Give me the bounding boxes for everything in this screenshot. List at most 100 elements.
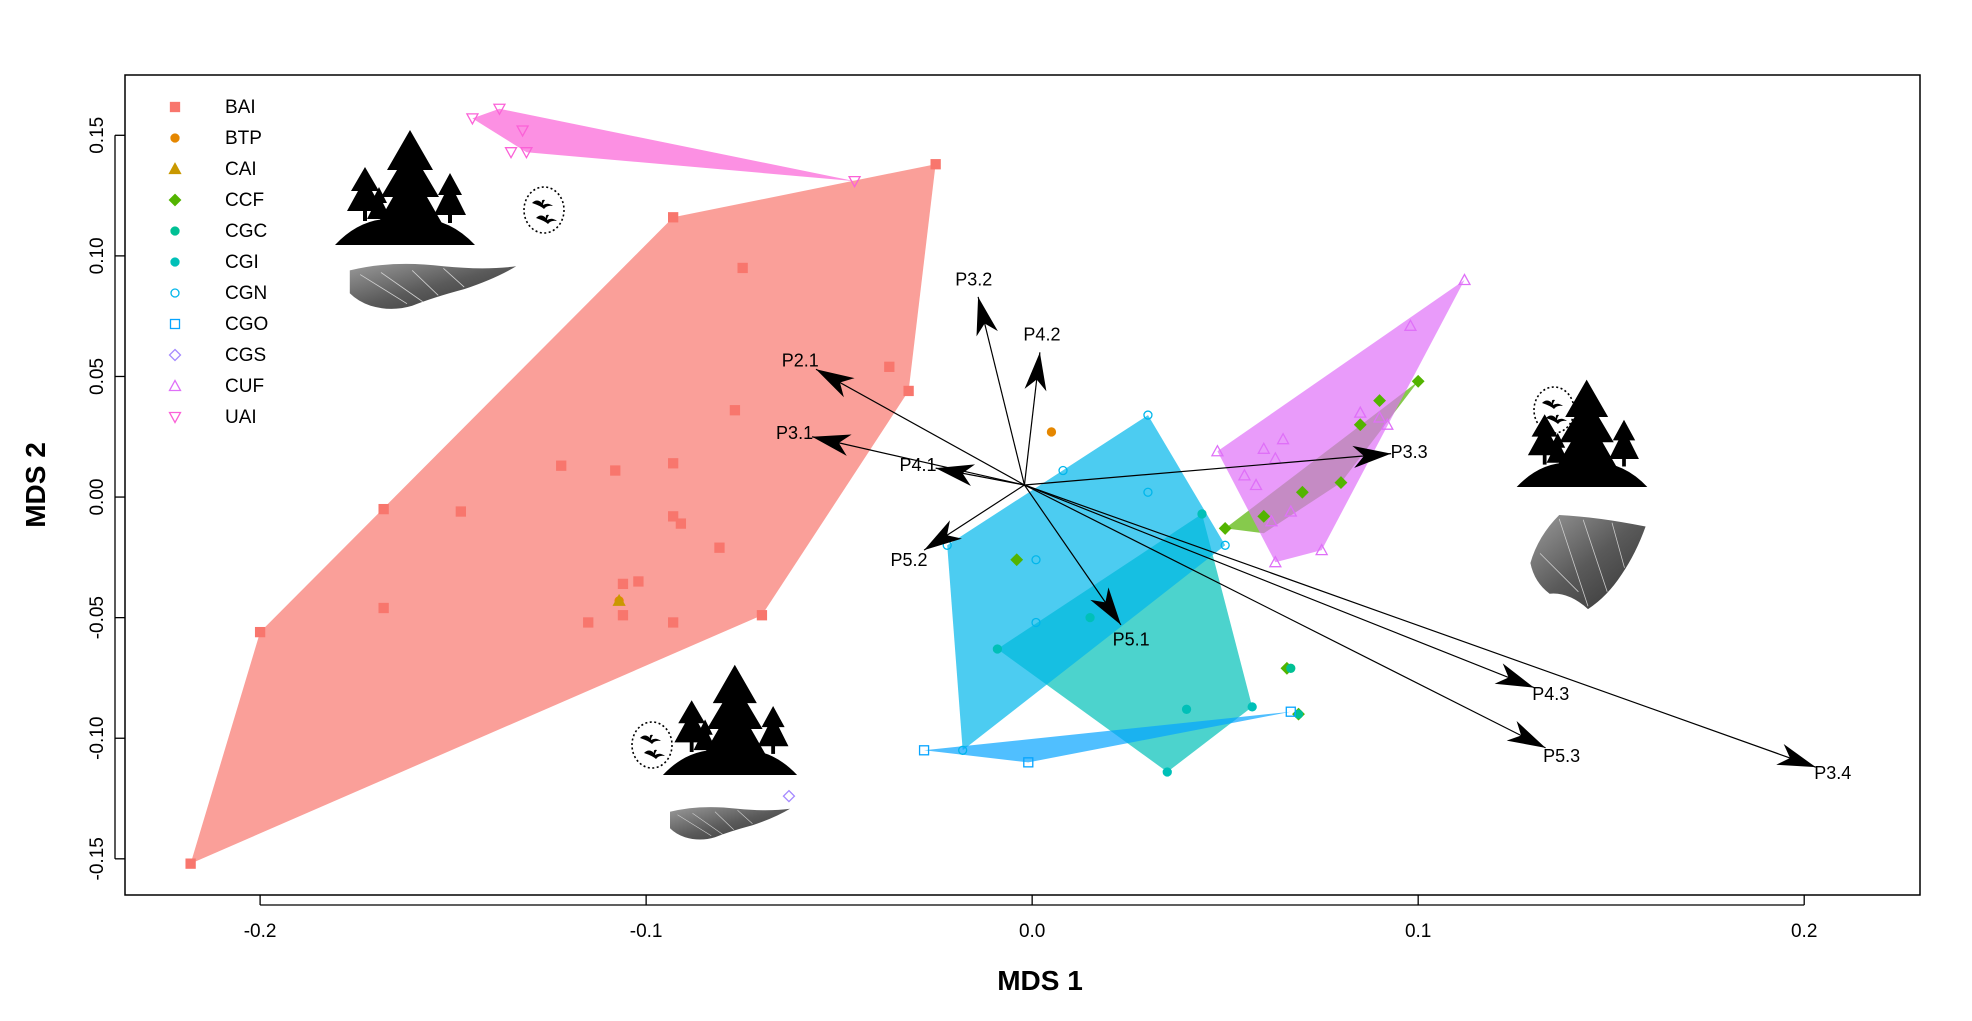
legend-marker-ccf — [168, 193, 182, 207]
legend-label-cai: CAI — [225, 159, 257, 180]
legend-label-cgo: CGO — [225, 314, 268, 335]
point-uai-5 — [519, 147, 534, 160]
legend-item-cgs: CGS — [168, 345, 266, 366]
point-ccf-6 — [1373, 394, 1386, 408]
point-cgn-7 — [958, 745, 968, 755]
point-cgn-5 — [1031, 555, 1041, 565]
point-cgo-3 — [1285, 706, 1296, 717]
point-bai-14 — [668, 617, 679, 628]
x-tick-label: 0.1 — [1405, 921, 1431, 942]
legend-label-cgn: CGN — [225, 283, 267, 304]
y-tick-label: -0.10 — [87, 717, 108, 760]
y-tick-label: 0.15 — [87, 117, 108, 154]
point-cgn-3 — [1143, 487, 1153, 497]
arrow-head-p3-3 — [1352, 445, 1392, 468]
arrow-line-p4-3 — [1024, 484, 1535, 689]
point-cgc-2 — [1293, 709, 1304, 719]
legend-item-cgc: CGC — [170, 221, 267, 242]
hulls-layer — [190, 108, 1465, 864]
point-btp-2 — [1046, 427, 1057, 437]
x-axis-label: MDS 1 — [997, 965, 1083, 996]
point-cuf-6 — [1249, 478, 1263, 491]
legend-marker-cai — [168, 162, 182, 175]
arrow-line-p5-1 — [1023, 484, 1122, 626]
bat-wing-image-2 — [1530, 515, 1646, 610]
x-axis: -0.2 -0.1 0.0 0.1 0.2 — [244, 895, 1817, 942]
point-cgn-4 — [1058, 465, 1068, 476]
legend-item-cuf: CUF — [168, 376, 264, 397]
arrow-head-p5-1 — [1090, 587, 1121, 625]
arrow-head-p3-1 — [812, 434, 852, 456]
legend-label-btp: BTP — [225, 128, 262, 149]
bats-icon-2 — [1533, 386, 1575, 434]
legend-marker-cgo — [169, 318, 181, 330]
y-axis-label: MDS 2 — [20, 442, 51, 528]
y-tick-label: 0.10 — [87, 237, 108, 274]
point-cgi-5 — [1181, 704, 1192, 714]
point-cuf-7 — [1264, 514, 1279, 527]
legend-item-bai: BAI — [169, 97, 256, 118]
legend-item-cgo: CGO — [169, 314, 268, 335]
point-cgn-6 — [1031, 617, 1041, 628]
point-bai-7 — [583, 617, 594, 628]
y-tick-label: 0.05 — [87, 358, 108, 395]
arrow-line-p3-1 — [811, 436, 1025, 486]
arrow-label-p2-1: P2.1 — [782, 350, 819, 370]
forest-illustration-3 — [662, 664, 798, 775]
point-cuf-8 — [1284, 504, 1298, 517]
legend-item-cgi: CGI — [170, 252, 259, 273]
point-cgi-4 — [1162, 767, 1172, 777]
arrow-line-p3-3 — [1024, 453, 1392, 486]
legend-item-uai: UAI — [168, 407, 257, 428]
point-ccf-4 — [1334, 476, 1348, 490]
point-bai-15 — [675, 518, 687, 529]
arrow-label-p5-1: P5.1 — [1113, 630, 1150, 650]
point-ccf-1 — [1218, 521, 1232, 535]
legend-marker-bai — [169, 101, 181, 113]
point-cgc-1 — [1286, 663, 1296, 673]
x-tick-label: 0.2 — [1791, 921, 1817, 942]
point-bai-8 — [610, 465, 621, 476]
point-cuf-13 — [1380, 417, 1394, 430]
points-layer — [185, 103, 1472, 869]
legend-marker-btp — [170, 133, 180, 143]
plot-frame — [124, 74, 1921, 896]
x-tick-label: 0.0 — [1019, 921, 1045, 942]
hull-cuf — [1217, 280, 1465, 563]
point-uai-2 — [492, 103, 507, 116]
bats-icon-1 — [523, 186, 565, 234]
forest-illustration-1 — [335, 130, 475, 245]
point-ccf-5 — [1353, 418, 1367, 432]
arrow-head-p3-4 — [1776, 744, 1816, 768]
point-ccf-3 — [1295, 485, 1309, 499]
point-cgi-6 — [1085, 612, 1095, 623]
point-uai-1 — [465, 113, 480, 126]
arrow-label-p4-2: P4.2 — [1023, 324, 1060, 344]
legend-label-cgc: CGC — [225, 221, 267, 242]
point-cuf-5 — [1276, 432, 1290, 445]
point-cuf-1 — [1210, 444, 1225, 457]
bat-wing-image-3 — [670, 806, 790, 840]
point-cuf-9 — [1315, 543, 1329, 556]
arrow-head-p2-1 — [815, 369, 855, 398]
point-bai-17 — [714, 542, 725, 553]
arrow-label-p3-4: P3.4 — [1814, 763, 1851, 783]
legend-marker-cgi — [170, 257, 180, 267]
point-cuf-3 — [1257, 441, 1271, 454]
legend-label-uai: UAI — [225, 407, 257, 428]
arrow-head-p4-1 — [935, 464, 976, 487]
hull-uai — [472, 108, 855, 182]
arrow-label-p3-3: P3.3 — [1391, 442, 1428, 462]
point-cuf-15 — [1457, 273, 1472, 286]
legend-marker-cuf — [168, 379, 182, 392]
arrow-head-p5-3 — [1506, 720, 1546, 748]
point-bai-22 — [903, 385, 914, 397]
point-cuf-14 — [1403, 318, 1418, 331]
y-tick-label: 0.00 — [87, 479, 108, 516]
arrow-head-p5-2 — [924, 520, 962, 551]
point-bai-13 — [668, 511, 679, 522]
point-bai-9 — [617, 578, 629, 590]
point-cgi-3 — [1247, 702, 1257, 712]
